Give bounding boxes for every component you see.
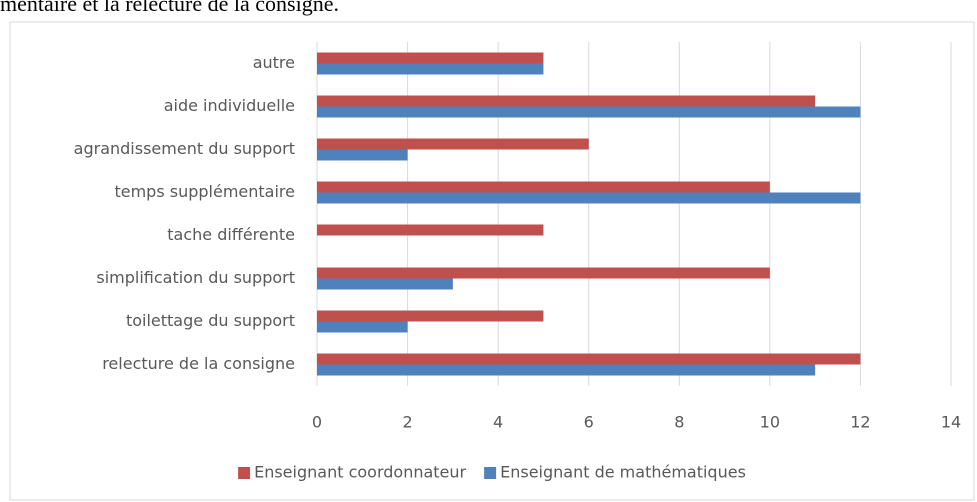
bar bbox=[317, 149, 408, 161]
bar bbox=[317, 138, 589, 150]
bar bbox=[317, 63, 544, 75]
y-tick-label: agrandissement du support bbox=[74, 139, 295, 158]
bar bbox=[317, 106, 861, 118]
legend-label: Enseignant de mathématiques bbox=[500, 463, 746, 482]
bar bbox=[317, 95, 816, 107]
bar bbox=[317, 310, 544, 322]
x-tick-label: 8 bbox=[674, 413, 684, 432]
y-tick-label: toilettage du support bbox=[126, 311, 295, 330]
y-tick-label: temps supplémentaire bbox=[114, 182, 295, 201]
legend-label: Enseignant coordonnateur bbox=[254, 463, 466, 482]
legend-swatch bbox=[484, 467, 497, 479]
y-tick-label: tache différente bbox=[167, 225, 295, 244]
x-tick-label: 2 bbox=[402, 413, 412, 432]
y-tick-label: relecture de la consigne bbox=[102, 354, 295, 373]
bar bbox=[317, 278, 453, 290]
y-tick-label: simplification du support bbox=[96, 268, 295, 287]
x-tick-label: 12 bbox=[850, 413, 870, 432]
x-tick-label: 14 bbox=[941, 413, 961, 432]
bar bbox=[317, 267, 770, 279]
legend-swatch bbox=[238, 467, 251, 479]
bar bbox=[317, 181, 770, 193]
y-tick-label: aide individuelle bbox=[164, 96, 295, 115]
x-tick-label: 0 bbox=[312, 413, 322, 432]
bar bbox=[317, 321, 408, 333]
caption: mentaire et la relecture de la consigne. bbox=[0, 0, 339, 16]
chart-border bbox=[9, 21, 975, 501]
bar bbox=[317, 353, 861, 365]
y-tick-label: autre bbox=[253, 53, 295, 72]
x-tick-label: 10 bbox=[760, 413, 780, 432]
bar bbox=[317, 52, 544, 64]
x-tick-label: 6 bbox=[584, 413, 594, 432]
bar bbox=[317, 192, 861, 204]
x-tick-label: 4 bbox=[493, 413, 503, 432]
bar bbox=[317, 364, 816, 376]
bar bbox=[317, 224, 544, 236]
